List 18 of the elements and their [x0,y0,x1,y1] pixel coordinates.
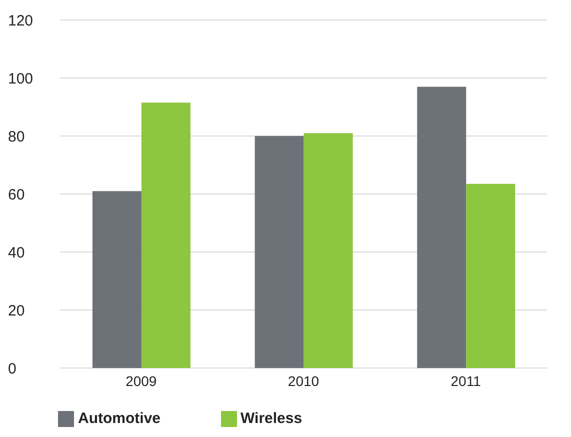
legend-label: Automotive [78,410,160,427]
y-tick-label: 80 [8,128,25,146]
y-tick-label: 60 [8,186,25,204]
bar [254,136,304,368]
bar [417,86,466,368]
y-tick-label: 120 [8,12,34,30]
bar [141,102,190,368]
bar [92,191,142,368]
y-tick-label: 20 [8,302,25,320]
y-tick-label: 100 [8,70,34,88]
y-tick-label: 40 [8,244,25,262]
bar [466,184,516,368]
x-tick-label: 2011 [450,372,482,389]
x-tick-label: 2009 [126,372,157,389]
legend-label: Wireless [240,410,302,427]
bar [304,133,353,368]
x-tick-label: 2010 [288,372,320,389]
y-tick-label: 0 [8,360,16,378]
